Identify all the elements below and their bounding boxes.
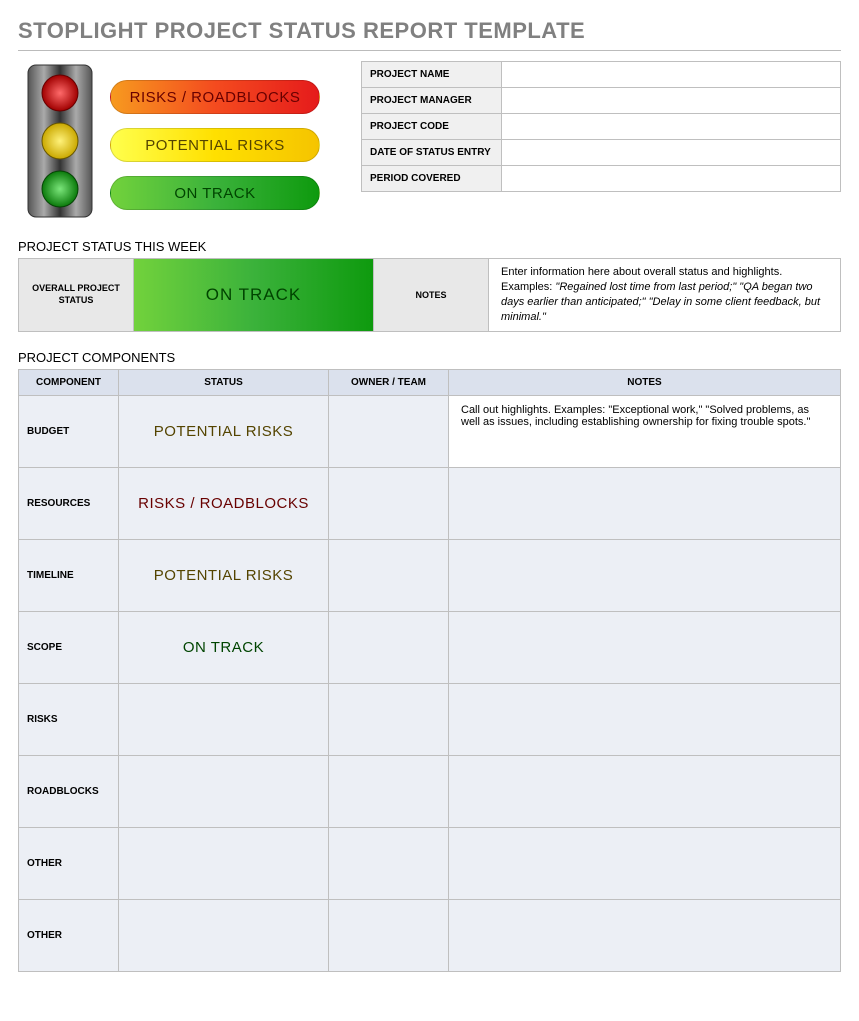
notes-label: NOTES — [374, 259, 489, 331]
legend-pill: POTENTIAL RISKS — [110, 128, 320, 162]
legend-pill: ON TRACK — [110, 176, 320, 210]
overall-status-label: OVERALL PROJECT STATUS — [19, 259, 134, 331]
component-status[interactable] — [119, 828, 329, 900]
component-status[interactable] — [119, 756, 329, 828]
components-table: COMPONENT STATUS OWNER / TEAM NOTES BUDG… — [18, 369, 841, 972]
col-owner: OWNER / TEAM — [329, 370, 449, 396]
table-row: OTHER — [19, 828, 841, 900]
component-name: OTHER — [19, 900, 119, 972]
col-status: STATUS — [119, 370, 329, 396]
component-status[interactable] — [119, 900, 329, 972]
meta-key: PROJECT NAME — [362, 62, 502, 88]
component-status[interactable]: POTENTIAL RISKS — [119, 540, 329, 612]
legend-pill: RISKS / ROADBLOCKS — [110, 80, 320, 114]
component-name: RISKS — [19, 684, 119, 756]
top-row: RISKS / ROADBLOCKS POTENTIAL RISKS ON TRAC… — [18, 61, 841, 221]
component-notes[interactable]: Call out highlights. Examples: "Exceptio… — [449, 396, 841, 468]
meta-value[interactable] — [502, 114, 841, 140]
meta-value[interactable] — [502, 88, 841, 114]
col-notes: NOTES — [449, 370, 841, 396]
table-row: RESOURCESRISKS / ROADBLOCKS — [19, 468, 841, 540]
component-status[interactable]: RISKS / ROADBLOCKS — [119, 468, 329, 540]
table-row: SCOPEON TRACK — [19, 612, 841, 684]
component-name: SCOPE — [19, 612, 119, 684]
component-name: OTHER — [19, 828, 119, 900]
section-label-status-week: PROJECT STATUS THIS WEEK — [18, 239, 841, 254]
component-notes[interactable] — [449, 540, 841, 612]
overall-status-value: ON TRACK — [134, 259, 374, 331]
legend-column: RISKS / ROADBLOCKS POTENTIAL RISKS ON TRAC… — [110, 72, 320, 210]
meta-value[interactable] — [502, 140, 841, 166]
page-title: STOPLIGHT PROJECT STATUS REPORT TEMPLATE — [18, 18, 841, 44]
component-status[interactable]: ON TRACK — [119, 612, 329, 684]
table-row: RISKS — [19, 684, 841, 756]
component-owner[interactable] — [329, 396, 449, 468]
component-notes[interactable] — [449, 684, 841, 756]
component-owner[interactable] — [329, 540, 449, 612]
component-notes[interactable] — [449, 900, 841, 972]
meta-key: PROJECT CODE — [362, 114, 502, 140]
table-row: ROADBLOCKS — [19, 756, 841, 828]
component-notes[interactable] — [449, 468, 841, 540]
component-status[interactable]: POTENTIAL RISKS — [119, 396, 329, 468]
meta-value[interactable] — [502, 166, 841, 192]
stoplight-panel: RISKS / ROADBLOCKS POTENTIAL RISKS ON TRAC… — [18, 61, 320, 221]
component-name: TIMELINE — [19, 540, 119, 612]
overall-status-notes[interactable]: Enter information here about overall sta… — [489, 259, 840, 331]
component-owner[interactable] — [329, 612, 449, 684]
stoplight-icon — [18, 61, 102, 221]
component-owner[interactable] — [329, 828, 449, 900]
table-row: BUDGETPOTENTIAL RISKS Call out highlights… — [19, 396, 841, 468]
component-notes[interactable] — [449, 756, 841, 828]
component-name: RESOURCES — [19, 468, 119, 540]
col-component: COMPONENT — [19, 370, 119, 396]
meta-key: PROJECT MANAGER — [362, 88, 502, 114]
project-meta-table: PROJECT NAMEPROJECT MANAGERPROJECT CODED… — [361, 61, 841, 192]
component-status[interactable] — [119, 684, 329, 756]
table-row: TIMELINEPOTENTIAL RISKS — [19, 540, 841, 612]
status-week-row: OVERALL PROJECT STATUS ON TRACK NOTES En… — [18, 258, 841, 332]
component-name: BUDGET — [19, 396, 119, 468]
component-owner[interactable] — [329, 900, 449, 972]
component-notes[interactable] — [449, 612, 841, 684]
meta-key: PERIOD COVERED — [362, 166, 502, 192]
component-notes[interactable] — [449, 828, 841, 900]
section-label-components: PROJECT COMPONENTS — [18, 350, 841, 365]
table-row: OTHER — [19, 900, 841, 972]
component-name: ROADBLOCKS — [19, 756, 119, 828]
title-rule — [18, 50, 841, 51]
component-owner[interactable] — [329, 684, 449, 756]
component-owner[interactable] — [329, 468, 449, 540]
meta-value[interactable] — [502, 62, 841, 88]
meta-key: DATE OF STATUS ENTRY — [362, 140, 502, 166]
component-owner[interactable] — [329, 756, 449, 828]
